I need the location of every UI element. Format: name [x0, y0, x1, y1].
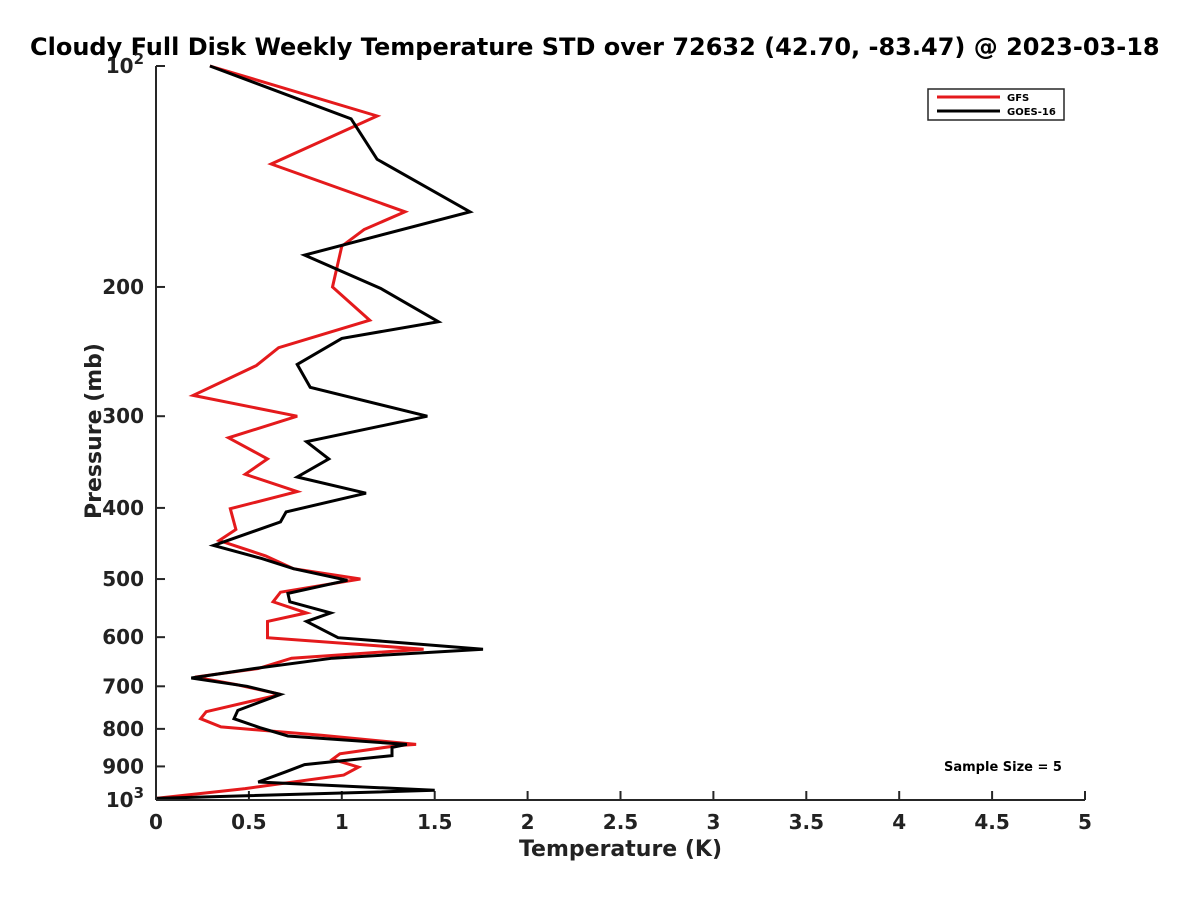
y-tick-label: 400: [102, 496, 144, 520]
series-line-gfs: [155, 64, 424, 800]
x-tick-label: 2: [521, 810, 535, 834]
chart-title: Cloudy Full Disk Weekly Temperature STD …: [30, 33, 1160, 61]
x-tick-label: 1: [335, 810, 349, 834]
sample-size-annotation: Sample Size = 5: [944, 760, 1062, 775]
y-tick-label: 800: [102, 717, 144, 741]
series-line-goes-16: [155, 64, 484, 800]
x-tick-label: 0.5: [231, 810, 266, 834]
y-tick-label-exponent: 2: [134, 50, 144, 68]
legend-entry-label: GOES-16: [1007, 107, 1056, 118]
x-axis-ticks: 0 0.5 1 1.5 2 2.5 3 3.5 4 4.5 5: [149, 791, 1092, 834]
series-layer: [155, 64, 484, 800]
legend-entry-label: GFS: [1007, 93, 1029, 104]
legend-box: [927, 88, 1065, 121]
y-tick-label: 300: [102, 404, 144, 428]
x-tick-label: 2.5: [603, 810, 638, 834]
y-tick-label: 900: [102, 754, 144, 778]
x-tick-label: 3.5: [789, 810, 824, 834]
y-tick-label: 600: [102, 625, 144, 649]
y-tick-label-base: 10: [106, 54, 134, 78]
y-tick-label: 200: [102, 275, 144, 299]
y-tick-label-base: 10: [106, 788, 134, 812]
x-tick-label: 0: [149, 810, 163, 834]
x-tick-label: 5: [1078, 810, 1092, 834]
y-axis-label: Pressure (mb): [82, 343, 107, 519]
y-tick-label: 103: [106, 784, 144, 812]
x-tick-label: 4: [892, 810, 906, 834]
x-tick-label: 1.5: [417, 810, 452, 834]
y-tick-label: 500: [102, 567, 144, 591]
x-axis-label: Temperature (K): [519, 837, 722, 862]
y-tick-label: 700: [102, 674, 144, 698]
y-tick-label: 102: [106, 50, 144, 78]
x-tick-label: 4.5: [974, 810, 1009, 834]
x-tick-label: 3: [706, 810, 720, 834]
legend: GFS GOES-16: [927, 88, 1065, 121]
y-tick-label-exponent: 3: [134, 784, 144, 802]
